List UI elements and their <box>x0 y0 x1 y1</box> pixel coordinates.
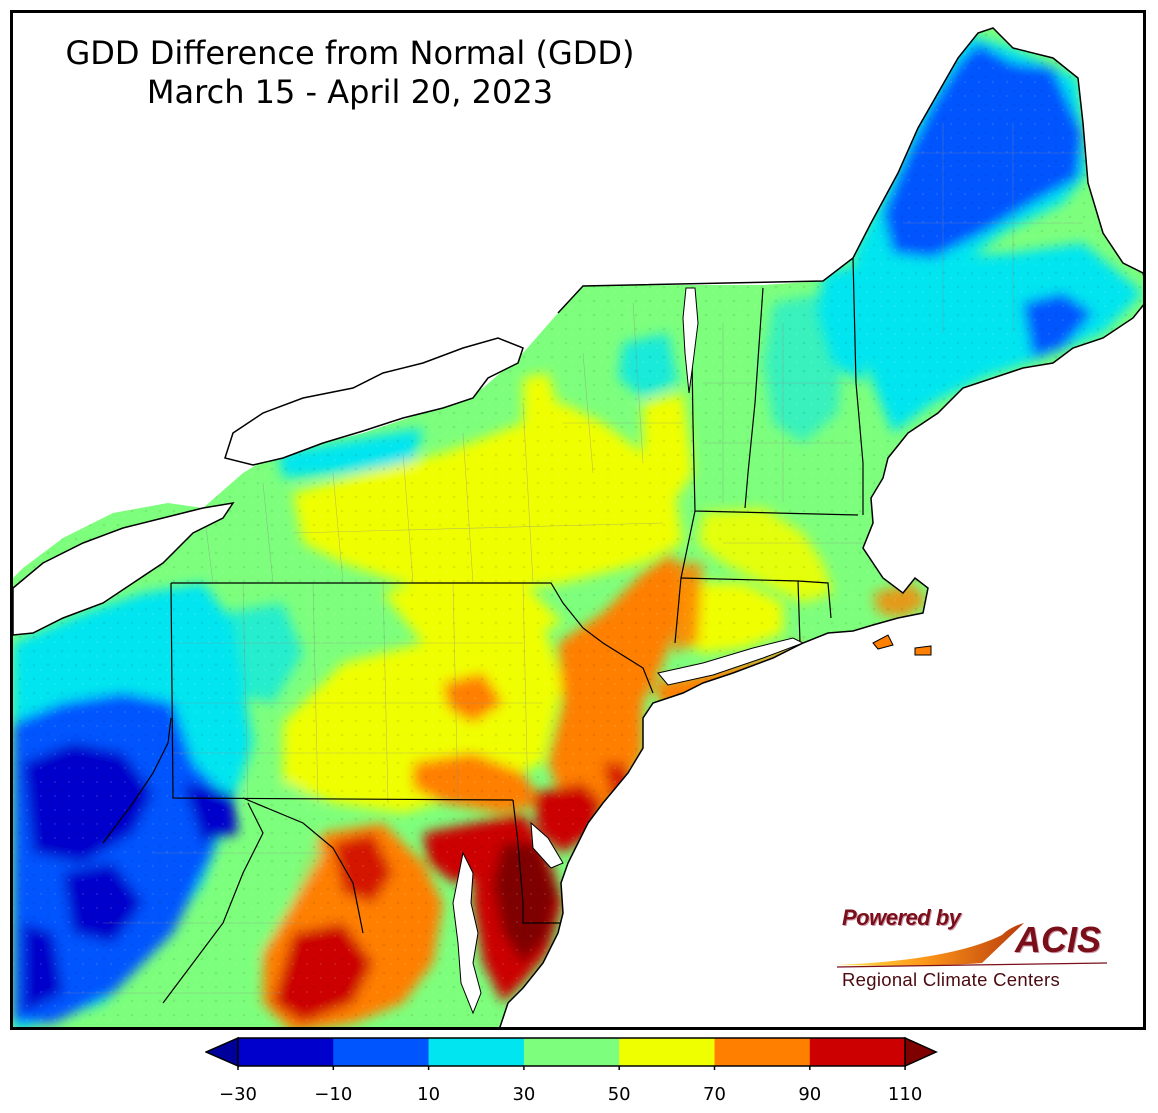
colorbar-tick-label: 50 <box>607 1084 631 1105</box>
chesapeake-bay <box>452 851 482 1015</box>
delaware-bay <box>530 821 564 869</box>
colorbar-bin <box>428 1038 525 1066</box>
title-line-1: GDD Difference from Normal (GDD) <box>65 34 635 72</box>
colorbar-bin <box>333 1038 430 1066</box>
acis-logo: Powered by ACIS Regional Climate Centers <box>832 905 1122 995</box>
colorbar-bin <box>619 1038 715 1066</box>
map-frame <box>10 10 1146 1030</box>
powered-by-text: Powered by <box>842 905 961 930</box>
colorbar-bin <box>523 1038 620 1066</box>
gdd-map <box>13 13 1143 1027</box>
colorbar-bin <box>809 1038 906 1066</box>
colorbar-bin <box>714 1038 811 1066</box>
colorbar-under-arrow <box>205 1036 239 1068</box>
lake-erie <box>13 501 235 636</box>
colorbar-over-arrow <box>904 1036 938 1068</box>
colorbar-tick-label: 10 <box>417 1084 441 1105</box>
colorbar-tick-label: 70 <box>703 1084 726 1105</box>
colorbar <box>205 1036 938 1070</box>
colorbar-tick-label: 30 <box>512 1084 536 1105</box>
lake-champlain <box>682 287 699 394</box>
regional-climate-centers-text: Regional Climate Centers <box>842 969 1060 990</box>
acis-brand-text: ACIS <box>1015 919 1102 960</box>
map-title: GDD Difference from Normal (GDD) March 1… <box>40 34 660 112</box>
colorbar-tick-label: 110 <box>887 1084 923 1105</box>
lake-ontario <box>224 337 524 466</box>
colorbar-outline <box>237 1037 906 1067</box>
islands <box>872 634 932 656</box>
title-line-2: March 15 - April 20, 2023 <box>146 73 554 111</box>
colorbar-tick-label: 90 <box>798 1084 822 1105</box>
colorbar-tick-label: −30 <box>219 1084 257 1105</box>
colorbar-bin <box>238 1038 334 1066</box>
acis-swoosh-icon <box>836 923 1108 968</box>
colorbar-tick-label: −10 <box>314 1084 353 1105</box>
